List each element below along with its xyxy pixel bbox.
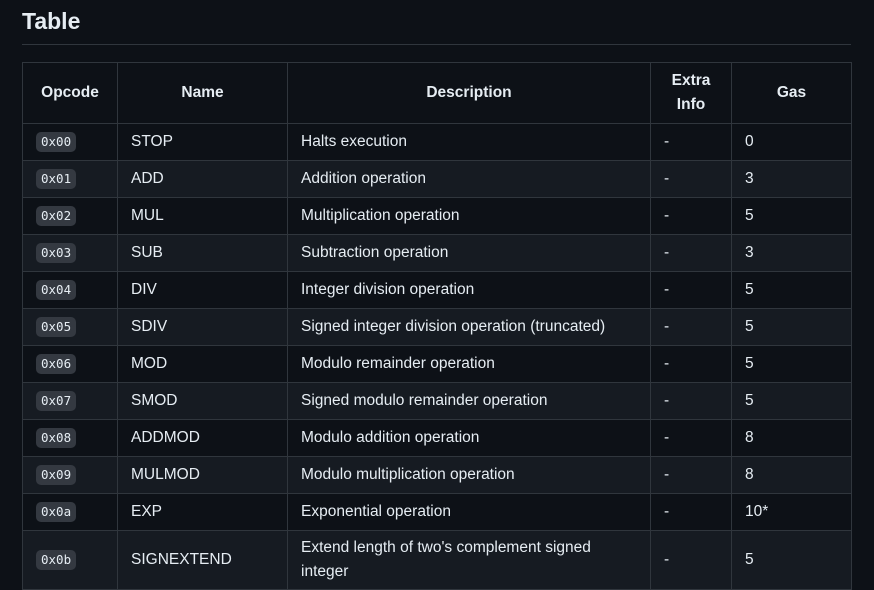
table-row: 0x01 ADD Addition operation -3 [22,160,852,198]
name-cell: ADDMOD [117,419,288,457]
name-cell: DIV [117,271,288,309]
opcode-code: 0x07 [36,391,77,411]
opcode-cell: 0x09 [22,456,118,494]
opcode-code: 0x01 [36,169,77,189]
table-row: 0x00 STOP Halts execution -0 [22,123,852,161]
gas-cell: 5 [731,197,852,235]
description-cell: Integer division operation [287,271,651,309]
gas-cell: 5 [731,271,852,309]
table-row: 0x03 SUB Subtraction operation -3 [22,234,852,272]
opcode-code: 0x09 [36,465,77,485]
opcode-code: 0x02 [36,206,77,226]
name-cell: EXP [117,493,288,531]
opcode-cell: 0x08 [22,419,118,457]
description-cell: Modulo addition operation [287,419,651,457]
name-cell: SUB [117,234,288,272]
gas-cell: 3 [731,160,852,198]
name-cell: MULMOD [117,456,288,494]
extra-info-cell: - [650,419,732,457]
extra-info-cell: - [650,234,732,272]
table-row: 0x0b SIGNEXTEND Extend length of two's com… [22,530,852,590]
extra-info-cell: - [650,160,732,198]
column-header-gas: Gas [731,62,852,124]
extra-info-cell: - [650,345,732,383]
opcode-code: 0x0a [36,502,77,522]
gas-cell: 8 [731,419,852,457]
gas-cell: 8 [731,456,852,494]
opcode-cell: 0x00 [22,123,118,161]
opcode-cell: 0x04 [22,271,118,309]
name-cell: MOD [117,345,288,383]
table-row: 0x08 ADDMOD Modulo addition operation -8 [22,419,852,457]
opcode-code: 0x08 [36,428,77,448]
opcode-cell: 0x0b [22,530,118,590]
opcode-cell: 0x07 [22,382,118,420]
description-cell: Extend length of two's complement signed… [287,530,651,590]
gas-cell: 5 [731,530,852,590]
opcode-cell: 0x03 [22,234,118,272]
opcode-cell: 0x06 [22,345,118,383]
gas-cell: 3 [731,234,852,272]
description-cell: Exponential operation [287,493,651,531]
table-row: 0x07 SMOD Signed modulo remainder operatio… [22,382,852,420]
section-heading: Table [22,8,81,34]
description-cell: Subtraction operation [287,234,651,272]
opcode-cell: 0x01 [22,160,118,198]
description-cell: Modulo multiplication operation [287,456,651,494]
extra-info-cell: - [650,123,732,161]
extra-info-cell: - [650,493,732,531]
opcode-code: 0x06 [36,354,77,374]
gas-cell: 0 [731,123,852,161]
extra-info-cell: - [650,382,732,420]
opcode-code: 0x05 [36,317,77,337]
description-cell: Halts execution [287,123,651,161]
name-cell: STOP [117,123,288,161]
opcode-cell: 0x05 [22,308,118,346]
column-header-name: Name [117,62,288,124]
description-cell: Modulo remainder operation [287,345,651,383]
opcode-code: 0x04 [36,280,77,300]
table-body: 0x00 STOP Halts execution -0 0x01 ADD Addition… [22,123,852,590]
opcode-cell: 0x02 [22,197,118,235]
extra-info-cell: - [650,308,732,346]
column-header-opcode: Opcode [22,62,118,124]
table-row: 0x04 DIV Integer division operation -5 [22,271,852,309]
gas-cell: 5 [731,382,852,420]
extra-info-cell: - [650,530,732,590]
name-cell: MUL [117,197,288,235]
heading-divider [22,44,851,45]
opcode-code: 0x0b [36,550,77,570]
description-cell: Multiplication operation [287,197,651,235]
header-row: Opcode Name Description Extra Info Gas [22,62,852,124]
gas-cell: 10* [731,493,852,531]
table-row: 0x06 MOD Modulo remainder operation -5 [22,345,852,383]
description-cell: Signed integer division operation (trunc… [287,308,651,346]
table-row: 0x0a EXP Exponential operation -10* [22,493,852,531]
table-header: Opcode Name Description Extra Info Gas [22,62,852,124]
name-cell: ADD [117,160,288,198]
extra-info-cell: - [650,456,732,494]
opcode-code: 0x03 [36,243,77,263]
extra-info-cell: - [650,271,732,309]
gas-cell: 5 [731,345,852,383]
gas-cell: 5 [731,308,852,346]
extra-info-cell: - [650,197,732,235]
name-cell: SDIV [117,308,288,346]
name-cell: SMOD [117,382,288,420]
opcode-table: Opcode Name Description Extra Info Gas 0x… [22,62,852,590]
description-cell: Signed modulo remainder operation [287,382,651,420]
column-header-extra-line2: Info [676,96,706,113]
table-row: 0x05 SDIV Signed integer division operatio… [22,308,852,346]
column-header-extra-info: Extra Info [650,62,732,124]
name-cell: SIGNEXTEND [117,530,288,590]
table-row: 0x09 MULMOD Modulo multiplication operatio… [22,456,852,494]
opcode-code: 0x00 [36,132,77,152]
opcode-cell: 0x0a [22,493,118,531]
description-cell: Addition operation [287,160,651,198]
column-header-description: Description [287,62,651,124]
column-header-extra-line1: Extra [671,72,711,89]
table-row: 0x02 MUL Multiplication operation -5 [22,197,852,235]
